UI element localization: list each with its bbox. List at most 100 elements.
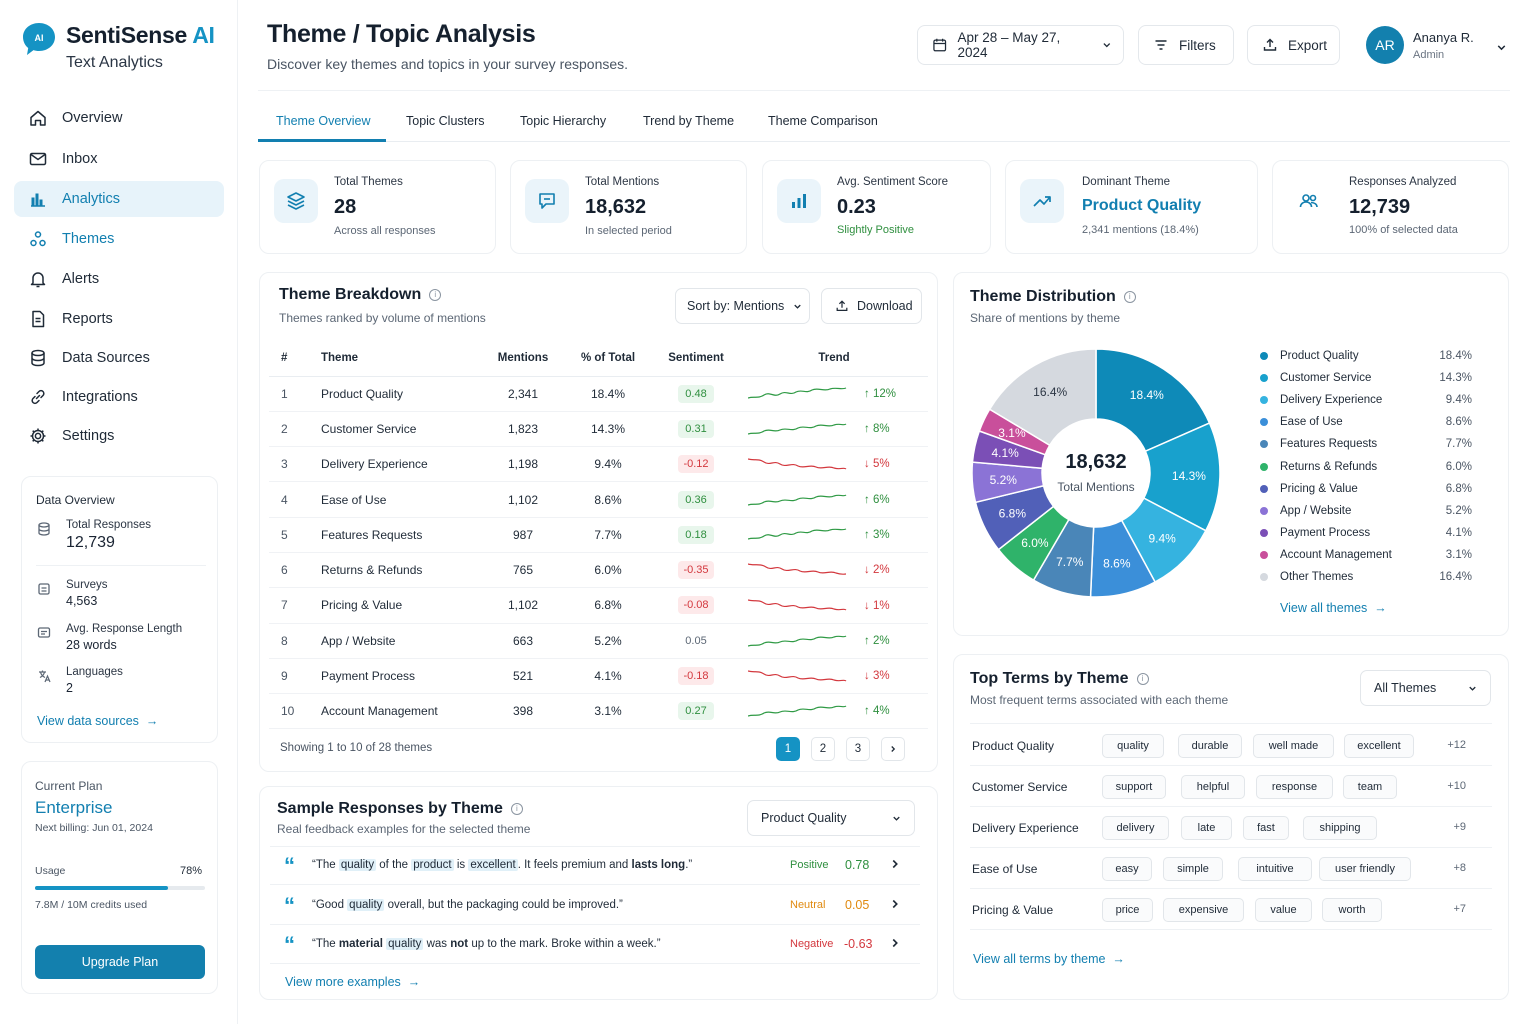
- legend-label: Payment Process: [1280, 526, 1371, 539]
- more-terms-count[interactable]: +9: [1453, 821, 1466, 833]
- term-chip[interactable]: support: [1102, 775, 1166, 799]
- download-button[interactable]: Download: [821, 288, 922, 324]
- date-range-picker[interactable]: Apr 28 – May 27, 2024: [917, 25, 1124, 65]
- table-row[interactable]: 7 Pricing & Value 1,102 6.8% -0.08 ↓ 1%: [269, 587, 928, 624]
- avatar[interactable]: AR: [1366, 26, 1404, 64]
- info-icon[interactable]: i: [1123, 291, 1136, 303]
- term-chip[interactable]: helpful: [1181, 775, 1245, 799]
- theme-filter-dropdown[interactable]: All Themes: [1360, 670, 1491, 706]
- more-terms-count[interactable]: +10: [1447, 780, 1466, 792]
- upgrade-plan-button[interactable]: Upgrade Plan: [35, 945, 205, 979]
- table-row[interactable]: 9 Payment Process 521 4.1% -0.18 ↓ 3%: [269, 658, 928, 695]
- legend-item[interactable]: Other Themes 16.4%: [1260, 571, 1472, 583]
- kpi-responses-analyzed: Responses Analyzed 12,739 100% of select…: [1272, 160, 1509, 254]
- row-rank: 6: [269, 552, 307, 589]
- table-row[interactable]: 2 Customer Service 1,823 14.3% 0.31 ↑ 8%: [269, 411, 928, 448]
- response-row[interactable]: “ “The quality of the product is excellen…: [270, 847, 920, 885]
- legend-item[interactable]: Payment Process 4.1%: [1260, 527, 1472, 539]
- term-chip[interactable]: shipping: [1303, 816, 1377, 840]
- chevron-down-icon[interactable]: [1495, 41, 1508, 54]
- donut-slice-customer-service[interactable]: [1142, 422, 1221, 532]
- term-chip[interactable]: price: [1102, 898, 1153, 922]
- report-icon: [32, 310, 45, 328]
- term-chip[interactable]: delivery: [1102, 816, 1169, 840]
- chevron-right-icon[interactable]: [888, 857, 902, 871]
- table-row[interactable]: 1 Product Quality 2,341 18.4% 0.48 ↑ 12%: [269, 376, 928, 412]
- sidebar-item-alerts[interactable]: Alerts: [14, 261, 224, 297]
- chevron-right-icon[interactable]: [888, 897, 902, 911]
- term-chip[interactable]: simple: [1163, 857, 1223, 881]
- sidebar-item-reports[interactable]: Reports: [14, 301, 224, 337]
- view-data-sources-link[interactable]: View data sources →: [37, 714, 159, 728]
- tab-trend-by-theme[interactable]: Trend by Theme: [643, 114, 735, 128]
- table-row[interactable]: 4 Ease of Use 1,102 8.6% 0.36 ↑ 6%: [269, 481, 928, 518]
- message-icon: [525, 179, 569, 223]
- table-row[interactable]: 6 Returns & Refunds 765 6.0% -0.35 ↓ 2%: [269, 552, 928, 589]
- sidebar-item-themes[interactable]: Themes: [14, 221, 224, 257]
- donut-slice-product-quality[interactable]: [1095, 348, 1211, 453]
- legend-item[interactable]: Account Management 3.1%: [1260, 549, 1472, 561]
- chevron-right-icon[interactable]: [888, 936, 902, 950]
- term-chip[interactable]: intuitive: [1238, 857, 1312, 881]
- theme-select-dropdown[interactable]: Product Quality: [747, 800, 915, 836]
- sidebar-item-integrations[interactable]: Integrations: [14, 379, 224, 415]
- legend-item[interactable]: App / Website 5.2%: [1260, 505, 1472, 517]
- sidebar-item-data-sources[interactable]: Data Sources: [14, 340, 224, 376]
- legend-item[interactable]: Product Quality 18.4%: [1260, 350, 1472, 362]
- legend-item[interactable]: Returns & Refunds 6.0%: [1260, 461, 1472, 473]
- term-chip[interactable]: response: [1256, 775, 1333, 799]
- info-icon[interactable]: i: [429, 289, 442, 301]
- next-page-button[interactable]: [881, 737, 905, 761]
- view-all-themes-link[interactable]: View all themes →: [1280, 601, 1387, 615]
- term-chip[interactable]: well made: [1253, 734, 1334, 758]
- view-all-terms-link[interactable]: View all terms by theme →: [973, 952, 1125, 966]
- response-row[interactable]: “ “Good quality overall, but the packagin…: [270, 887, 920, 925]
- table-row[interactable]: 3 Delivery Experience 1,198 9.4% -0.12 ↓ 5%: [269, 446, 928, 483]
- donut-slice-other-themes[interactable]: [988, 348, 1097, 447]
- term-chip[interactable]: easy: [1102, 857, 1152, 881]
- legend-item[interactable]: Pricing & Value 6.8%: [1260, 483, 1472, 495]
- term-chip[interactable]: worth: [1322, 898, 1382, 922]
- info-icon[interactable]: i: [1136, 673, 1149, 685]
- term-chip[interactable]: expensive: [1163, 898, 1244, 922]
- legend-item[interactable]: Customer Service 14.3%: [1260, 372, 1472, 384]
- sentiment-badge: 0.48: [678, 384, 714, 403]
- table-row[interactable]: 8 App / Website 663 5.2% 0.05 ↑ 2%: [269, 623, 928, 659]
- export-button[interactable]: Export: [1247, 25, 1340, 65]
- term-chip[interactable]: late: [1181, 816, 1232, 840]
- tab-theme-comparison[interactable]: Theme Comparison: [768, 114, 878, 128]
- term-chip[interactable]: excellent: [1344, 734, 1414, 758]
- sidebar-item-settings[interactable]: Settings: [14, 418, 224, 454]
- filters-button[interactable]: Filters: [1138, 25, 1234, 65]
- page-2-button[interactable]: 2: [811, 737, 835, 761]
- legend-item[interactable]: Delivery Experience 9.4%: [1260, 394, 1472, 406]
- tab-theme-overview[interactable]: Theme Overview: [276, 114, 371, 128]
- info-icon[interactable]: i: [510, 803, 523, 815]
- more-terms-count[interactable]: +8: [1453, 862, 1466, 874]
- sidebar-item-inbox[interactable]: Inbox: [14, 141, 224, 177]
- legend-item[interactable]: Ease of Use 8.6%: [1260, 416, 1472, 428]
- term-chip[interactable]: durable: [1178, 734, 1242, 758]
- view-more-examples-link[interactable]: View more examples →: [285, 975, 421, 989]
- legend-label: Features Requests: [1280, 438, 1378, 451]
- more-terms-count[interactable]: +7: [1453, 903, 1466, 915]
- term-chip[interactable]: team: [1343, 775, 1397, 799]
- more-terms-count[interactable]: +12: [1447, 739, 1466, 751]
- sort-dropdown[interactable]: Sort by: Mentions: [675, 288, 810, 324]
- sidebar-item-analytics[interactable]: Analytics: [14, 181, 224, 217]
- legend-item[interactable]: Features Requests 7.7%: [1260, 438, 1472, 450]
- sidebar-item-overview[interactable]: Overview: [14, 100, 224, 136]
- term-chip[interactable]: value: [1255, 898, 1312, 922]
- term-chip[interactable]: user friendly: [1319, 857, 1411, 881]
- sidebar: AI SentiSense AI Text Analytics Overview…: [0, 0, 238, 1024]
- table-row[interactable]: 5 Features Requests 987 7.7% 0.18 ↑ 3%: [269, 517, 928, 553]
- table-row[interactable]: 10 Account Management 398 3.1% 0.27 ↑ 4%: [269, 693, 928, 730]
- page-1-button[interactable]: 1: [776, 737, 800, 761]
- tab-topic-hierarchy[interactable]: Topic Hierarchy: [520, 114, 607, 128]
- response-row[interactable]: “ “The material quality was not up to the…: [270, 926, 920, 964]
- term-chip[interactable]: fast: [1243, 816, 1289, 840]
- page-3-button[interactable]: 3: [846, 737, 870, 761]
- term-chip[interactable]: quality: [1102, 734, 1164, 758]
- tab-topic-clusters[interactable]: Topic Clusters: [406, 114, 485, 128]
- row-theme: Product Quality: [307, 376, 482, 412]
